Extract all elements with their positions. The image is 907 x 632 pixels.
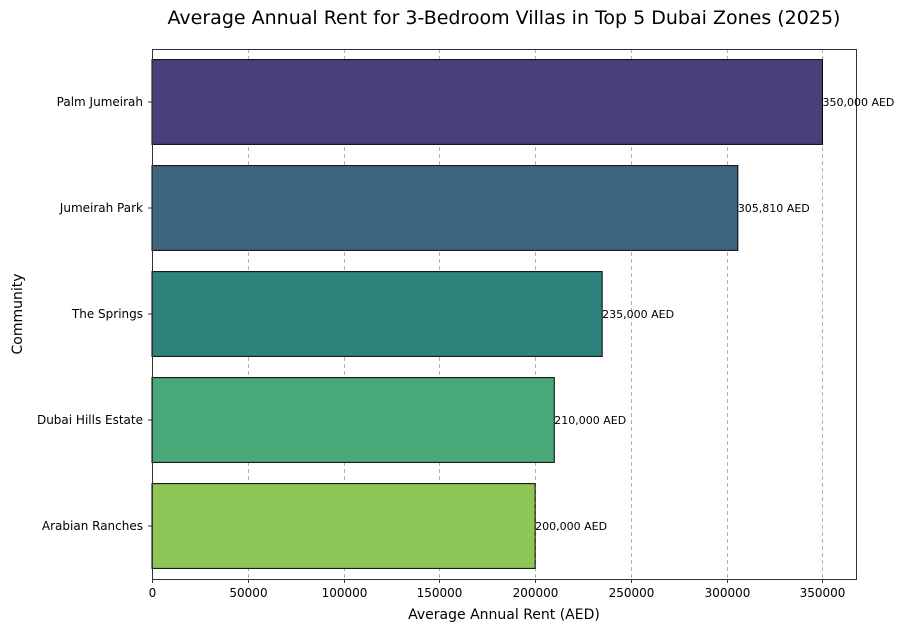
x-axis-label: Average Annual Rent (AED) [408,607,600,623]
data-label: 305,810 AED [738,202,810,215]
x-tick-label: 350000 [800,586,846,600]
data-label: 210,000 AED [554,414,626,427]
x-tick-label: 300000 [705,586,751,600]
plot-frame [152,49,857,580]
bar [151,165,739,251]
bar [151,271,603,357]
bar [151,483,536,569]
bar [151,377,555,463]
data-label: 350,000 AED [822,96,894,109]
y-tick-label: Arabian Ranches [42,519,143,533]
y-tick-label: The Springs [71,307,143,321]
x-tick-label: 100000 [322,586,368,600]
chart-title: Average Annual Rent for 3-Bedroom Villas… [168,7,841,29]
bar [151,59,823,145]
y-axis-ticks: Palm Jumeirah Jumeirah Park The Springs Dub… [37,95,152,533]
x-tick-label: 150000 [417,586,463,600]
data-label: 235,000 AED [602,308,674,321]
y-tick-label: Jumeirah Park [59,201,143,215]
x-tick-label: 250000 [609,586,655,600]
x-tick-label: 50000 [229,586,267,600]
x-tick-label: 0 [149,586,157,600]
data-labels: 350,000 AED 305,810 AED 235,000 AED 210,000… [535,96,894,533]
bars [151,59,823,569]
y-tick-label: Dubai Hills Estate [37,413,143,427]
y-axis-label: Community [10,273,26,354]
x-axis-ticks: 0 50000 100000 150000 200000 250000 300000 3500… [149,579,846,600]
y-tick-label: Palm Jumeirah [57,95,143,109]
data-label: 200,000 AED [535,520,607,533]
x-tick-label: 200000 [513,586,559,600]
